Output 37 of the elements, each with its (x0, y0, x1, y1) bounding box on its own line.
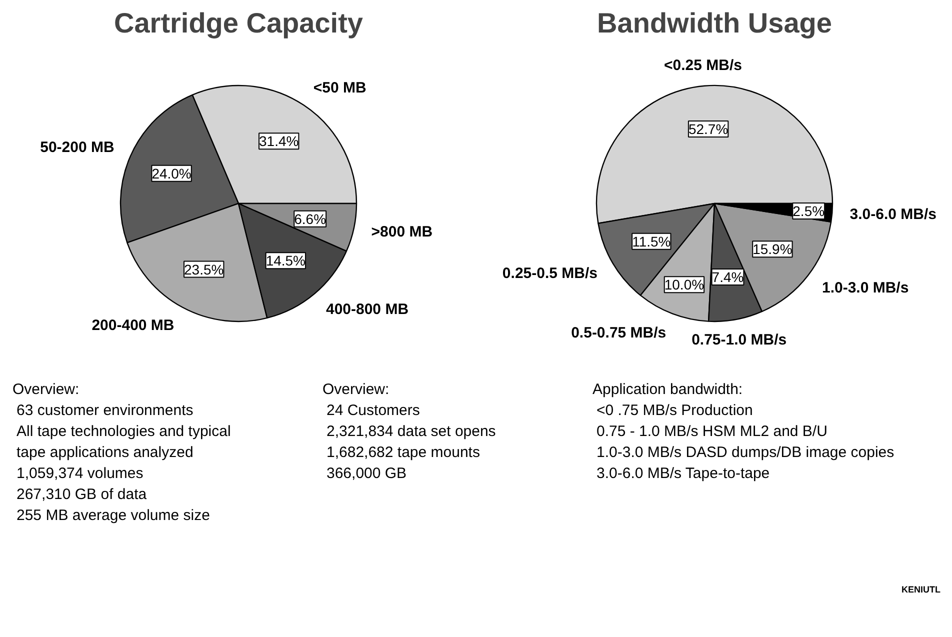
text: Overview: (12, 381, 80, 398)
text: <0 .75 MB/s Production (596, 402, 753, 419)
text: 267,310 GB of data (16, 486, 148, 503)
slice-label: 1.0-3.0 MB/s (822, 280, 909, 297)
text: 3.0-6.0 MB/s Tape-to-tape (596, 465, 770, 482)
text: 0.75 - 1.0 MB/s HSM ML2 and B/U (596, 423, 828, 440)
text: 2,321,834 data set opens (326, 423, 496, 440)
chart-title: Bandwidth Usage (597, 8, 832, 38)
data-label: 24.0% (152, 165, 192, 182)
text: 1.0-3.0 MB/s DASD dumps/DB image copies (596, 444, 894, 461)
data-label: 6.6% (294, 210, 326, 227)
text: KENIUTL (902, 584, 941, 594)
slice-label: 0.25-0.5 MB/s (502, 265, 598, 282)
slice-label: 0.75-1.0 MB/s (692, 331, 787, 348)
slice-label: 50-200 MB (40, 139, 114, 156)
slice-label: <0.25 MB/s (664, 56, 742, 74)
slice-label: <50 MB (313, 79, 366, 96)
text: 24 Customers (326, 402, 420, 419)
text: 1,682,682 tape mounts (326, 444, 480, 461)
text: 366,000 GB (326, 465, 407, 482)
legend-label: 3.0-6.0 MB/s (850, 206, 936, 223)
data-label: 10.0% (664, 276, 704, 293)
text: 1,059,374 volumes (16, 465, 144, 482)
slice-label: 200-400 MB (92, 317, 174, 334)
slice-label: 400-800 MB (326, 300, 409, 318)
data-label: 15.9% (752, 241, 792, 258)
slice-label: >800 MB (371, 224, 433, 241)
data-label: 11.5% (632, 233, 671, 250)
slice-label: 0.5-0.75 MB/s (571, 324, 666, 342)
chart-title: Cartridge Capacity (114, 8, 364, 38)
text: Overview: (322, 381, 390, 398)
data-label: 2.5% (792, 203, 825, 220)
text: Application bandwidth: (592, 381, 743, 398)
text: All tape technologies and typical tape applications analyzed (16, 423, 231, 461)
text: 63 customer environments (16, 402, 194, 419)
text: 255 MB average volume size (16, 507, 210, 524)
data-label: 14.5% (266, 252, 306, 269)
